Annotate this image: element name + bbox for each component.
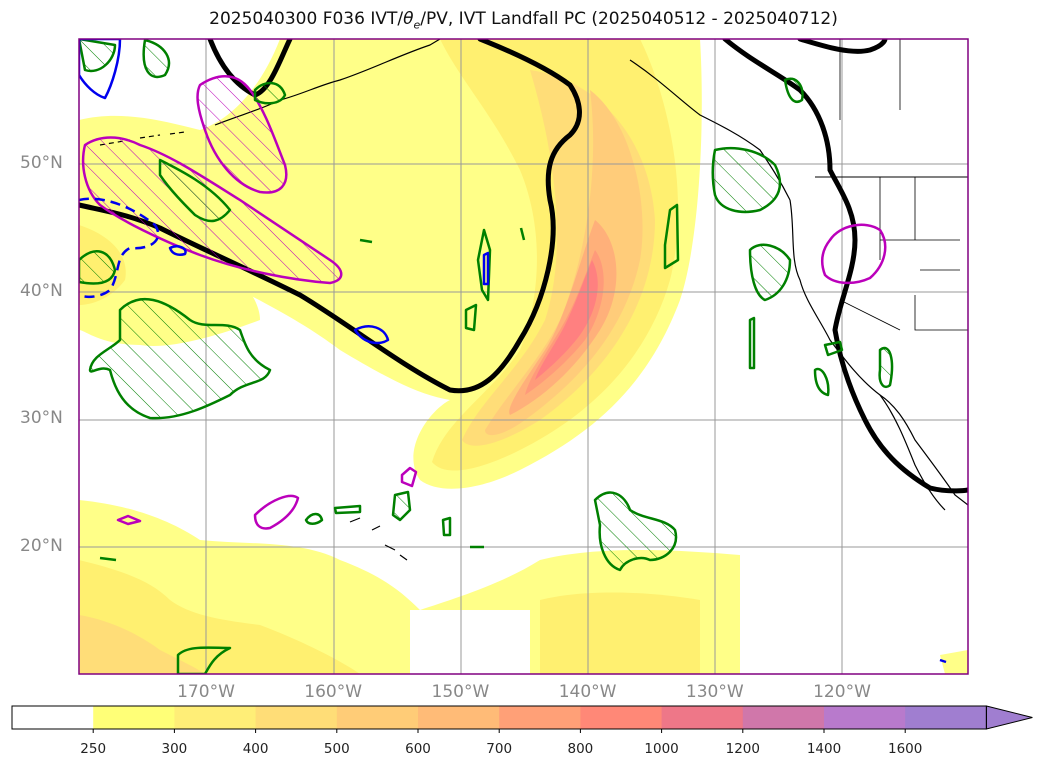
pv-green-bottom xyxy=(176,646,232,674)
ivt-south-blank xyxy=(410,610,530,674)
pv-green-small-1 xyxy=(813,367,830,397)
pv-magenta-east xyxy=(821,223,887,285)
colorbar-segment xyxy=(499,706,581,729)
pv-green-tiny-4 xyxy=(519,227,526,241)
pv-green-hatched-south xyxy=(593,491,678,572)
pv-negative-corner xyxy=(79,39,122,100)
pv-green-hatched-central xyxy=(88,297,272,420)
ivt-plume-800 xyxy=(535,260,598,380)
colorbar xyxy=(11,705,1033,733)
lon-label-130: 130°W xyxy=(685,682,744,702)
pv-negative-tiny xyxy=(939,658,947,664)
colorbar-segment xyxy=(418,706,500,729)
colorbar-segment xyxy=(174,706,257,729)
pv-green-hatched-coast xyxy=(748,243,792,302)
colorbar-label-1200: 1200 xyxy=(725,741,760,757)
colorbar-segment xyxy=(12,706,94,729)
colorbar-label-700: 700 xyxy=(486,741,513,757)
colorbar-segment xyxy=(336,706,419,729)
lon-label-120: 120°W xyxy=(813,682,871,702)
pv-green-small-2 xyxy=(823,340,844,357)
pv-magenta-small-1 xyxy=(253,494,300,530)
colorbar-label-1600: 1600 xyxy=(888,741,923,757)
map-plot-area xyxy=(79,39,968,674)
colorbar-label-500: 500 xyxy=(323,741,350,757)
lon-label-150: 150°W xyxy=(431,682,490,702)
pv-green-hatched-alaska-2 xyxy=(253,81,287,105)
colorbar-segment xyxy=(93,706,175,729)
us-state-borders xyxy=(839,177,968,331)
ivt-south-400 xyxy=(79,615,205,674)
colorbar-label-300: 300 xyxy=(161,741,188,757)
pv-negative-small-1 xyxy=(353,325,390,345)
colorbar-segment xyxy=(661,706,744,729)
pv-magenta-hatched-north xyxy=(196,75,288,194)
pv-green-hatched-west xyxy=(79,250,117,285)
pv-negative-small-3 xyxy=(168,245,187,256)
lon-label-170: 170°W xyxy=(177,682,235,702)
lat-label-50: 50°N xyxy=(20,153,63,173)
lat-label-20: 20°N xyxy=(20,535,63,556)
pv-green-sliver-2 xyxy=(663,203,680,270)
colorbar-label-800: 800 xyxy=(567,741,594,757)
colorbar-segment xyxy=(824,706,906,729)
coastlines xyxy=(99,39,968,561)
map-title: 2025040300 F036 IVT/θe/PV, IVT Landfall … xyxy=(209,9,838,32)
pv-green-hatched-alaska xyxy=(142,39,171,78)
aleutian-islands xyxy=(99,131,186,146)
graticule xyxy=(79,39,968,674)
canada-province-borders xyxy=(839,39,901,120)
pv-magenta-small-2 xyxy=(400,466,418,488)
colorbar-extend-arrow xyxy=(985,705,1033,730)
pv-green-tiny-3 xyxy=(359,238,373,244)
colorbar-label-1000: 1000 xyxy=(644,741,679,757)
colorbar-label-1400: 1400 xyxy=(806,741,842,757)
pv-green-small-3 xyxy=(464,303,478,332)
pv-green-small-6 xyxy=(441,516,452,537)
hawaiian-islands xyxy=(349,517,408,561)
north-america-west-coast xyxy=(789,199,968,506)
colorbar-segment xyxy=(255,706,338,729)
lat-label-30: 30°N xyxy=(20,408,63,428)
pv-green-hatched-aleutian xyxy=(158,158,232,223)
pv-green-small-4 xyxy=(333,504,362,515)
pv-contours xyxy=(79,39,947,674)
lon-label-140: 140°W xyxy=(558,682,617,702)
pv-negative-small-2 xyxy=(482,251,490,286)
theta-e-contour-northeast xyxy=(797,39,888,54)
map-frame xyxy=(78,38,969,675)
colorbar-segment xyxy=(580,706,663,729)
lat-label-40: 40°N xyxy=(20,280,63,301)
colorbar-segment xyxy=(742,706,825,729)
colorbar-label-400: 400 xyxy=(242,741,269,757)
pv-green-hatched-baja xyxy=(878,346,894,389)
pv-green-tiny-1 xyxy=(99,556,117,562)
colorbar-label-250: 250 xyxy=(80,741,107,757)
ivt-south-east-300 xyxy=(540,592,700,674)
colorbar-segment xyxy=(905,706,987,729)
pv-green-hatched-island xyxy=(391,490,412,522)
pv-green-hatched-north-2 xyxy=(783,77,804,104)
pv-magenta-small-3 xyxy=(116,514,142,526)
ivt-plume-500 xyxy=(485,90,643,436)
pv-green-sliver-1 xyxy=(476,228,492,302)
pv-green-sliver-3 xyxy=(748,316,756,370)
colorbar-label-600: 600 xyxy=(405,741,431,757)
lon-label-160: 160°W xyxy=(304,682,363,702)
pv-green-hatched-corner xyxy=(79,39,117,73)
pv-green-hatched-north-america xyxy=(711,146,782,214)
baja-california xyxy=(879,394,946,511)
pv-green-small-5 xyxy=(304,512,324,525)
ivt-southeast-corner xyxy=(940,650,968,674)
pv-negative-dashed xyxy=(79,197,160,299)
